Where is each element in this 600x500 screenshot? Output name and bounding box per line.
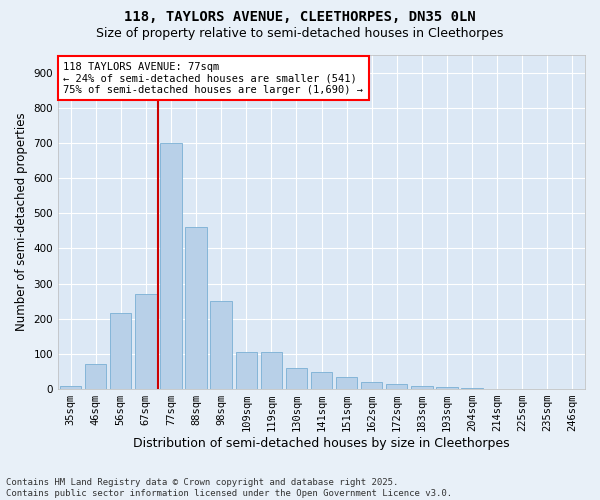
- Text: Size of property relative to semi-detached houses in Cleethorpes: Size of property relative to semi-detach…: [97, 28, 503, 40]
- Bar: [411, 386, 433, 389]
- Text: Contains HM Land Registry data © Crown copyright and database right 2025.
Contai: Contains HM Land Registry data © Crown c…: [6, 478, 452, 498]
- Bar: [135, 294, 157, 389]
- Bar: [286, 368, 307, 389]
- Bar: [60, 386, 81, 389]
- Bar: [311, 372, 332, 389]
- Y-axis label: Number of semi-detached properties: Number of semi-detached properties: [15, 112, 28, 332]
- Bar: [260, 352, 282, 389]
- Bar: [236, 352, 257, 389]
- Bar: [361, 382, 382, 389]
- Bar: [436, 388, 458, 389]
- Bar: [461, 388, 483, 389]
- Bar: [386, 384, 407, 389]
- Text: 118, TAYLORS AVENUE, CLEETHORPES, DN35 0LN: 118, TAYLORS AVENUE, CLEETHORPES, DN35 0…: [124, 10, 476, 24]
- Text: 118 TAYLORS AVENUE: 77sqm
← 24% of semi-detached houses are smaller (541)
75% of: 118 TAYLORS AVENUE: 77sqm ← 24% of semi-…: [64, 62, 364, 95]
- Bar: [160, 143, 182, 389]
- Bar: [211, 301, 232, 389]
- Bar: [336, 377, 357, 389]
- Bar: [185, 228, 207, 389]
- Bar: [110, 314, 131, 389]
- Bar: [85, 364, 106, 389]
- X-axis label: Distribution of semi-detached houses by size in Cleethorpes: Distribution of semi-detached houses by …: [133, 437, 510, 450]
